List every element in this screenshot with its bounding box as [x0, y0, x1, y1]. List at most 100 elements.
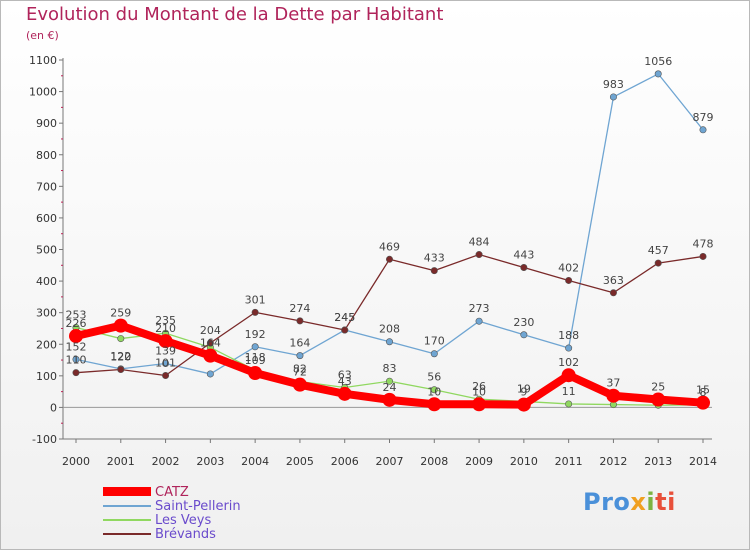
data-label: 1056	[644, 55, 672, 68]
data-label: 363	[603, 274, 624, 287]
y-tick-label: 300	[36, 307, 57, 320]
data-label: 204	[200, 324, 221, 337]
data-point	[162, 360, 170, 368]
data-point	[113, 318, 128, 333]
y-tick-label: 1000	[29, 86, 57, 99]
data-point	[203, 348, 218, 363]
data-label: 235	[155, 314, 176, 327]
x-tick-label: 2010	[510, 455, 538, 468]
data-label: 210	[155, 322, 176, 335]
data-point	[606, 388, 621, 403]
data-label: 24	[383, 381, 397, 394]
data-label: 37	[606, 377, 620, 390]
data-label: 26	[472, 380, 486, 393]
x-tick-label: 2011	[555, 455, 583, 468]
data-point	[72, 355, 80, 363]
legend-label: Saint-Pellerin	[155, 498, 241, 514]
data-label: 10	[427, 385, 441, 398]
data-label: 245	[334, 311, 355, 324]
data-label: 469	[379, 240, 400, 253]
data-point	[385, 255, 393, 263]
data-label: 226	[66, 317, 87, 330]
data-point	[609, 289, 617, 297]
data-point	[385, 338, 393, 346]
x-tick-label: 2005	[286, 455, 314, 468]
data-point	[430, 350, 438, 358]
x-tick-label: 2013	[644, 455, 672, 468]
series-br-vands	[72, 251, 707, 380]
y-tick-label: 0	[50, 401, 57, 414]
data-point	[472, 397, 487, 412]
data-point	[699, 126, 707, 134]
data-point	[654, 70, 662, 78]
data-point	[565, 276, 573, 284]
data-point	[696, 395, 710, 410]
legend-swatch	[103, 533, 151, 535]
data-label: 208	[379, 323, 400, 336]
legend-item: Brévands	[103, 526, 216, 542]
data-point	[609, 93, 617, 101]
data-point	[427, 397, 442, 412]
data-point	[382, 392, 397, 407]
data-label: 118	[245, 351, 266, 364]
data-point	[206, 370, 214, 378]
data-point	[251, 308, 259, 316]
x-tick-label: 2001	[107, 455, 135, 468]
x-tick-label: 2006	[331, 455, 359, 468]
data-label: 122	[110, 350, 131, 363]
data-point	[158, 334, 173, 349]
data-label: 152	[66, 340, 87, 353]
data-label: 11	[562, 385, 576, 398]
data-label: 25	[651, 381, 665, 394]
x-tick-label: 2009	[465, 455, 493, 468]
data-label: 72	[293, 366, 307, 379]
y-tick-label: 1100	[29, 54, 57, 67]
data-point	[292, 377, 307, 392]
axes: -100 0 100 200 300 400 500 600 700 800 900 1000 1100…	[29, 54, 717, 468]
data-point	[565, 344, 573, 352]
data-point	[206, 339, 214, 347]
data-point	[520, 331, 528, 339]
y-tick-label: 600	[36, 212, 57, 225]
legend-swatch	[103, 487, 151, 496]
data-label: 164	[289, 337, 310, 350]
x-tick-label: 2014	[689, 455, 717, 468]
data-point	[561, 368, 576, 383]
data-point	[385, 377, 393, 385]
y-tick-label: 800	[36, 149, 57, 162]
proxiti-logo: Proxiti	[583, 488, 676, 516]
data-label: 273	[469, 302, 490, 315]
data-label: 8	[700, 386, 707, 399]
series-layer	[69, 70, 710, 412]
data-point	[565, 400, 573, 408]
data-point	[520, 264, 528, 272]
data-label: 192	[245, 328, 266, 341]
data-point	[516, 397, 531, 412]
data-point	[72, 369, 80, 377]
y-tick-label: 400	[36, 275, 57, 288]
y-tick-label: 100	[36, 370, 57, 383]
data-point	[296, 317, 304, 325]
y-tick-label: 700	[36, 180, 57, 193]
data-point	[654, 259, 662, 267]
legend-label: Les Veys	[155, 512, 212, 528]
legend-swatch	[103, 505, 151, 507]
series-saint-pellerin	[72, 70, 707, 378]
data-label: 43	[338, 375, 352, 388]
series-catz	[69, 318, 710, 412]
data-label: 457	[648, 244, 669, 257]
x-tick-label: 2008	[420, 455, 448, 468]
logo-letters: x	[630, 488, 647, 516]
data-label: 110	[66, 354, 87, 367]
data-label: 983	[603, 78, 624, 91]
legend-label: Brévands	[155, 526, 216, 542]
data-point	[117, 366, 125, 374]
logo-letters: i	[646, 488, 656, 516]
data-point	[162, 372, 170, 380]
data-label: 478	[693, 237, 714, 250]
x-tick-label: 2002	[152, 455, 180, 468]
data-point	[251, 343, 259, 351]
data-point	[475, 251, 483, 259]
y-tick-label: -100	[32, 433, 57, 446]
